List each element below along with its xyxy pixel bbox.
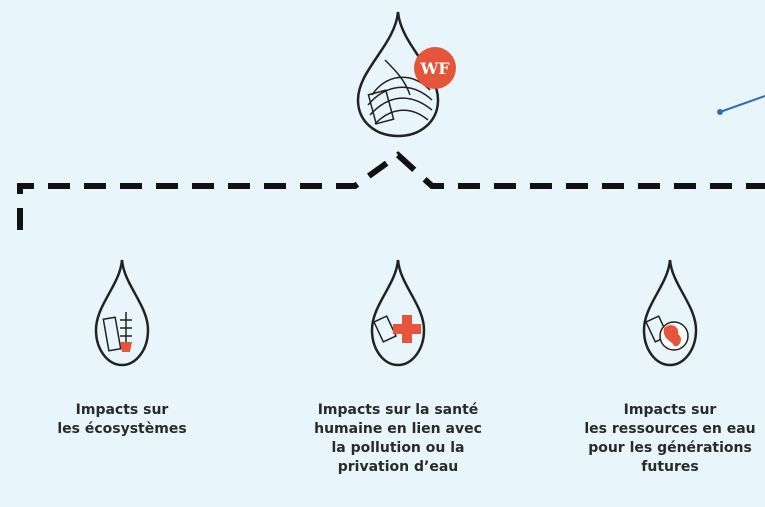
badge-text: WF [419,59,450,78]
node-label: pour les générations [588,440,752,456]
node-label: Impacts sur [624,402,717,418]
node-label: les ressources en eau [584,421,755,437]
drop-health [370,259,426,367]
connector [17,151,765,230]
node-label: privation d’eau [338,459,459,475]
node-label: la pollution ou la [332,440,465,456]
node-label: humaine en lien avec [314,421,482,437]
node-label: Impacts sur [76,402,169,418]
node-label: futures [641,459,698,475]
drop-ecosystems [94,259,150,367]
drop-resources [642,259,698,367]
pointer-dot [717,109,723,115]
node-label: Impacts sur la santé [318,402,479,418]
pointer-line [719,95,765,113]
node-label: les écosystèmes [57,421,186,437]
main-drop: WF [356,11,456,138]
